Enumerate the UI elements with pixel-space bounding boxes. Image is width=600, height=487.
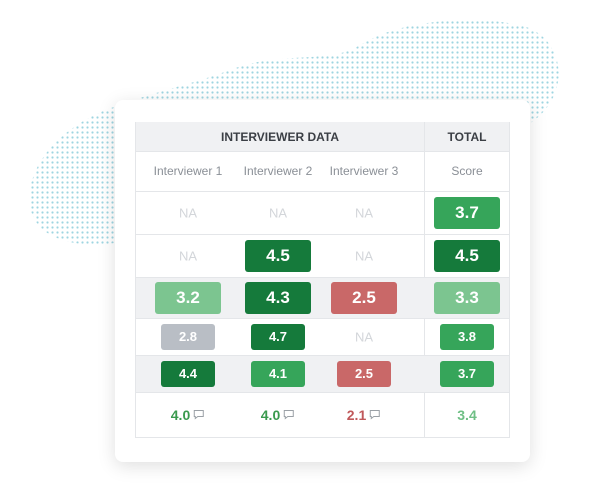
comment-icon[interactable] <box>193 409 205 420</box>
score-badge: 4.1 <box>251 360 305 387</box>
row-line <box>135 392 510 393</box>
average: 4.0 <box>171 407 205 423</box>
comment-icon[interactable] <box>283 409 295 420</box>
average-value: 4.0 <box>260 406 281 423</box>
score-badge: 4.5 <box>434 239 500 272</box>
row-line <box>135 318 510 319</box>
average-value: 4.0 <box>170 406 191 423</box>
row-line <box>135 437 510 438</box>
row-line <box>135 191 510 192</box>
empty-cell: NA <box>268 205 288 220</box>
total-header: TOTAL <box>447 130 487 144</box>
column-header: Interviewer 1 <box>153 164 223 178</box>
average: 4.0 <box>261 407 295 423</box>
column-header: Interviewer 3 <box>329 164 399 178</box>
score-badge: 3.7 <box>440 360 494 387</box>
score-badge: 2.8 <box>161 323 215 350</box>
row-line <box>135 234 510 235</box>
score-badge: 3.3 <box>434 281 500 314</box>
average: 3.4 <box>457 407 476 423</box>
row-line <box>135 355 510 356</box>
empty-cell: NA <box>354 329 374 344</box>
average-value: 2.1 <box>346 406 367 423</box>
score-badge: 3.7 <box>434 196 500 229</box>
score-badge: 4.4 <box>161 360 215 387</box>
score-badge: 3.8 <box>440 323 494 350</box>
column-header: Interviewer 2 <box>243 164 313 178</box>
average: 2.1 <box>347 407 381 423</box>
row-line <box>135 151 510 152</box>
score-badge: 2.5 <box>337 360 391 387</box>
column-header: Score <box>451 164 483 178</box>
comment-icon[interactable] <box>369 409 381 420</box>
score-badge: 2.5 <box>331 281 397 314</box>
empty-cell: NA <box>354 205 374 220</box>
score-badge: 4.3 <box>245 281 311 314</box>
table-border <box>135 122 136 437</box>
group-header: INTERVIEWER DATA <box>220 130 340 144</box>
table-border <box>509 122 510 437</box>
row-line <box>135 277 510 278</box>
score-badge: 4.7 <box>251 323 305 350</box>
score-badge: 3.2 <box>155 281 221 314</box>
empty-cell: NA <box>178 248 198 263</box>
score-badge: 4.5 <box>245 239 311 272</box>
header-row <box>135 122 510 151</box>
empty-cell: NA <box>354 248 374 263</box>
average-value: 3.4 <box>457 406 477 423</box>
empty-cell: NA <box>178 205 198 220</box>
